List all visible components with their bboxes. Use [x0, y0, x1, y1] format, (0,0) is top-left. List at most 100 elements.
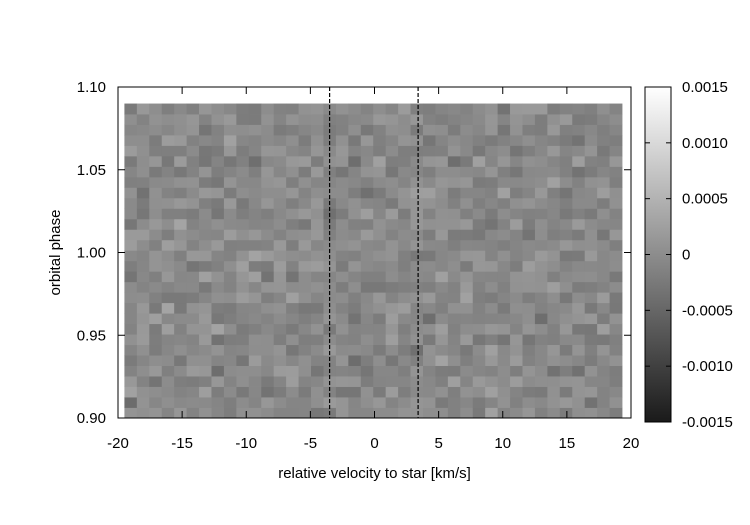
- heatmap-cell: [261, 260, 275, 272]
- heatmap-cell: [572, 407, 586, 419]
- heatmap-cell: [422, 302, 436, 314]
- heatmap-cell: [360, 407, 374, 419]
- heatmap-cell: [236, 218, 250, 230]
- heatmap-cell: [472, 208, 486, 220]
- heatmap-cell: [248, 260, 262, 272]
- heatmap-cell: [199, 397, 212, 408]
- heatmap-cell: [485, 355, 499, 366]
- heatmap-cell: [286, 208, 299, 220]
- heatmap-cell: [149, 313, 163, 325]
- heatmap-cell: [385, 114, 399, 125]
- heatmap-cell: [398, 323, 411, 335]
- heatmap-cell: [497, 397, 511, 408]
- heatmap-cell: [584, 197, 598, 209]
- heatmap-cell: [223, 365, 237, 377]
- heatmap-cell: [497, 197, 511, 209]
- heatmap-cell: [435, 124, 449, 136]
- heatmap-cell: [460, 208, 474, 220]
- heatmap-cell: [559, 114, 573, 125]
- heatmap-cell: [447, 176, 461, 188]
- heatmap-cell: [298, 386, 312, 398]
- heatmap-cell: [211, 313, 225, 325]
- heatmap-cell: [609, 135, 623, 146]
- heatmap-cell: [485, 218, 499, 230]
- heatmap-cell: [373, 197, 387, 209]
- heatmap-cell: [124, 397, 138, 408]
- heatmap-cell: [559, 218, 573, 230]
- heatmap-cell: [286, 145, 299, 157]
- heatmap-cell: [211, 365, 225, 377]
- heatmap-cell: [373, 155, 387, 167]
- heatmap-cell: [273, 145, 287, 157]
- heatmap-cell: [422, 250, 436, 262]
- heatmap-cell: [435, 176, 449, 188]
- heatmap-cell: [472, 166, 486, 178]
- heatmap-cell: [236, 155, 250, 167]
- heatmap-cell: [199, 281, 212, 293]
- heatmap-cell: [261, 124, 275, 136]
- heatmap-cell: [510, 344, 523, 356]
- heatmap-cell: [447, 114, 461, 125]
- heatmap-cell: [422, 114, 436, 125]
- heatmap-cell: [497, 124, 511, 136]
- heatmap-cell: [248, 103, 262, 115]
- heatmap-cell: [435, 292, 449, 304]
- heatmap-cell: [360, 376, 374, 387]
- heatmap-cell: [174, 292, 188, 304]
- x-axis: -20 -15 -10 -5 0 5 10 15 20: [107, 87, 639, 452]
- heatmap-cell: [609, 176, 623, 188]
- heatmap-cell: [360, 135, 374, 146]
- heatmap-cell: [609, 187, 623, 199]
- heatmap-cell: [398, 355, 411, 366]
- heatmap-cell: [447, 407, 461, 419]
- heatmap-cell: [298, 344, 312, 356]
- heatmap-cell: [323, 386, 337, 398]
- heatmap-cell: [335, 166, 349, 178]
- heatmap-cell: [348, 281, 362, 293]
- heatmap-cell: [335, 187, 349, 199]
- heatmap-cell: [261, 103, 275, 115]
- heatmap-cell: [211, 166, 225, 178]
- heatmap-cell: [174, 302, 188, 314]
- heatmap-cell: [211, 281, 225, 293]
- heatmap-cell: [186, 250, 200, 262]
- heatmap-cell: [398, 145, 411, 157]
- heatmap-cell: [236, 376, 250, 387]
- heatmap-cell: [248, 229, 262, 241]
- heatmap-cell: [298, 166, 312, 178]
- heatmap-cell: [534, 386, 548, 398]
- heatmap-cell: [273, 114, 287, 125]
- heatmap-cell: [199, 114, 212, 125]
- heatmap-cell: [547, 386, 561, 398]
- heatmap-cell: [174, 187, 188, 199]
- heatmap-cell: [460, 114, 474, 125]
- heatmap-cell: [422, 197, 436, 209]
- y-tick-label: 0.95: [77, 327, 106, 344]
- heatmap-cell: [572, 260, 586, 272]
- heatmap-cell: [261, 344, 275, 356]
- heatmap-cell: [298, 407, 312, 419]
- heatmap-cell: [572, 135, 586, 146]
- heatmap-cell: [609, 323, 623, 335]
- heatmap-cell: [261, 292, 275, 304]
- heatmap-cell: [149, 103, 163, 115]
- heatmap-cell: [236, 135, 250, 146]
- heatmap-cell: [273, 365, 287, 377]
- heatmap-cell: [211, 114, 225, 125]
- heatmap-cell: [435, 281, 449, 293]
- heatmap-cell: [186, 292, 200, 304]
- heatmap-cell: [211, 145, 225, 157]
- y-axis-label: orbital phase: [47, 210, 64, 296]
- heatmap-cell: [485, 124, 499, 136]
- heatmap-cell: [199, 302, 212, 314]
- heatmap-cell: [410, 271, 424, 283]
- heatmap-cell: [398, 407, 411, 419]
- heatmap-cell: [273, 250, 287, 262]
- heatmap-cell: [422, 271, 436, 283]
- heatmap-cell: [597, 229, 610, 241]
- heatmap-cell: [311, 355, 324, 366]
- heatmap-cell: [398, 281, 411, 293]
- heatmap-cell: [435, 250, 449, 262]
- heatmap-cell: [597, 124, 610, 136]
- heatmap-cell: [373, 239, 387, 251]
